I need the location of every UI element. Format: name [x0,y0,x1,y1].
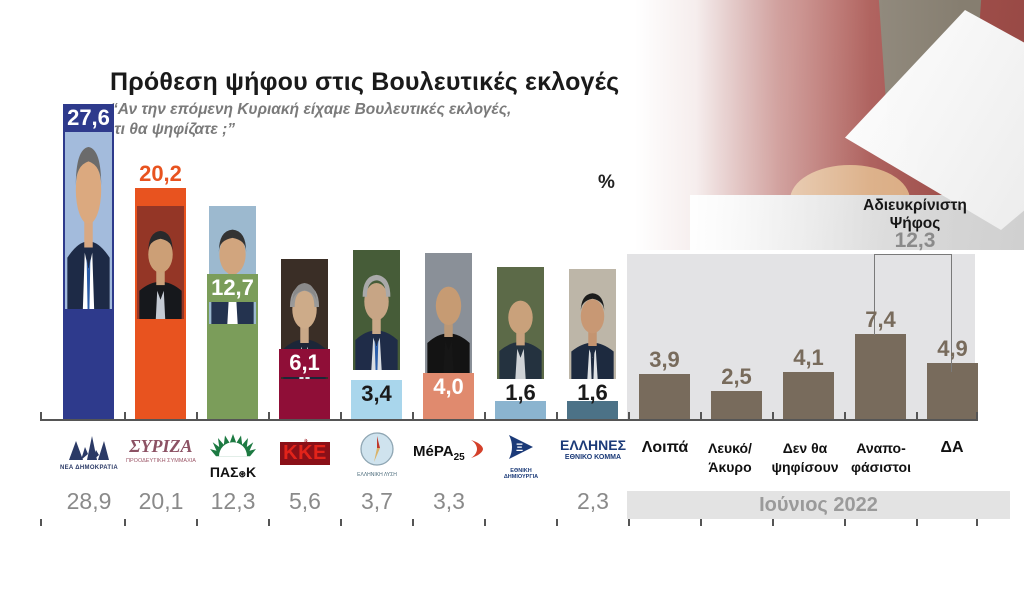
svg-text:Ξ: Ξ [516,442,523,454]
